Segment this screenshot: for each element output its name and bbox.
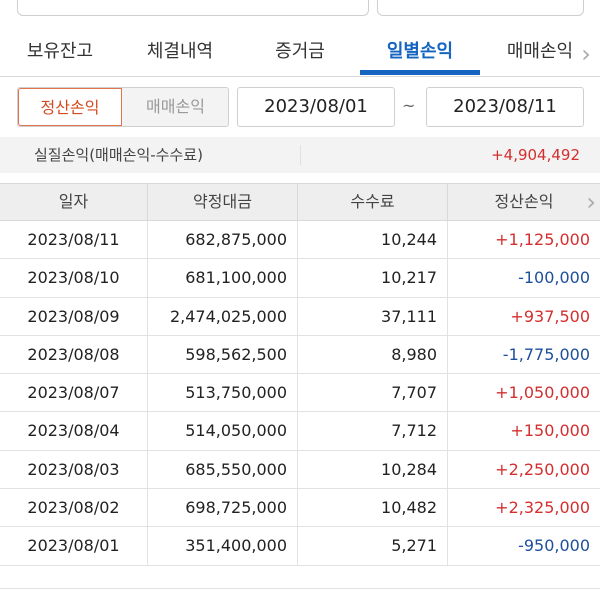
table-row[interactable]: 2023/08/10 681,100,000 10,217 -100,000 [0,259,600,298]
cell-fee: 7,707 [298,374,448,412]
cell-settlement-pnl: -100,000 [518,268,590,288]
trading-pnl-button[interactable]: 매매손익 [123,88,228,126]
cell-contract-amount: 514,050,000 [148,412,298,450]
cell-date: 2023/08/02 [0,489,148,527]
cell-date: 2023/08/03 [0,450,148,489]
cell-settlement-pnl: +1,050,000 [495,383,590,403]
cell-settlement-pnl: -1,775,000 [502,344,590,364]
table-header: 일자 약정대금 수수료 정산손익 › [0,183,600,221]
cell-fee: 10,217 [298,259,448,297]
cell-contract-amount: 685,550,000 [148,450,298,489]
date-from-field[interactable]: 2023/08/01 [237,87,395,127]
top-right-field[interactable] [377,0,584,16]
summary-bar: 실질손익(매매손익-수수료) +4,904,492 [0,137,600,173]
net-pnl-value: +4,904,492 [491,146,580,164]
pnl-type-toggle: 정산손익 매매손익 [17,87,229,127]
tab-holdings[interactable]: 보유잔고 [26,41,94,62]
tab-trading-pnl[interactable]: 매매손익 [506,41,574,62]
top-left-field[interactable] [17,0,369,16]
cell-settlement-pnl: +2,250,000 [495,459,590,479]
cell-settlement-pnl: +150,000 [510,421,590,441]
cell-contract-amount: 2,474,025,000 [148,297,298,335]
date-to-field[interactable]: 2023/08/11 [426,87,584,127]
tab-daily-pnl[interactable]: 일별손익 [386,41,454,62]
cell-date: 2023/08/10 [0,259,148,297]
tab-bar: 보유잔고 체결내역 증거금 일별손익 매매손익 [0,28,600,77]
cell-settlement-pnl: +1,125,000 [495,230,590,249]
chevron-right-icon[interactable]: › [586,188,596,216]
divider [0,588,600,589]
cell-contract-amount: 681,100,000 [148,259,298,297]
settlement-pnl-button[interactable]: 정산손익 [18,88,122,126]
header-date: 일자 [0,184,148,220]
header-contract-amount: 약정대금 [148,184,298,220]
date-range-separator: ~ [402,96,416,115]
cell-settlement-pnl: +937,500 [510,306,590,326]
header-settlement-pnl: 정산손익 [494,192,554,211]
cell-contract-amount: 598,562,500 [148,335,298,374]
cell-settlement-pnl: -950,000 [518,536,590,556]
table-row[interactable]: 2023/08/09 2,474,025,000 37,111 +937,500 [0,297,600,336]
cell-fee: 10,244 [298,221,448,259]
table-row[interactable]: 2023/08/02 698,725,000 10,482 +2,325,000 [0,489,600,528]
tab-margin[interactable]: 증거금 [275,41,325,62]
cell-contract-amount: 351,400,000 [148,527,298,565]
cell-date: 2023/08/07 [0,374,148,412]
cell-date: 2023/08/08 [0,335,148,374]
active-tab-indicator [360,70,480,75]
daily-pnl-table: 일자 약정대금 수수료 정산손익 › 2023/08/11 682,875,000… [0,183,600,566]
table-row[interactable]: 2023/08/08 598,562,500 8,980 -1,775,000 [0,335,600,375]
cell-settlement-pnl: +2,325,000 [495,498,590,518]
table-row[interactable]: 2023/08/03 685,550,000 10,284 +2,250,000 [0,450,600,490]
cell-date: 2023/08/01 [0,527,148,565]
table-row[interactable]: 2023/08/07 513,750,000 7,707 +1,050,000 [0,374,600,413]
table-row[interactable]: 2023/08/11 682,875,000 10,244 +1,125,000 [0,221,600,260]
header-fee: 수수료 [298,184,448,220]
cell-date: 2023/08/09 [0,297,148,335]
table-row[interactable]: 2023/08/01 351,400,000 5,271 -950,000 [0,527,600,566]
cell-contract-amount: 698,725,000 [148,489,298,527]
tab-executions[interactable]: 체결내역 [146,41,214,62]
table-row[interactable]: 2023/08/04 514,050,000 7,712 +150,000 [0,412,600,451]
cell-fee: 7,712 [298,412,448,450]
cell-contract-amount: 682,875,000 [148,221,298,259]
cell-date: 2023/08/11 [0,221,148,259]
summary-divider [300,145,301,165]
net-pnl-label: 실질손익(매매손익-수수료) [34,146,203,164]
chevron-right-icon[interactable]: › [581,40,591,68]
cell-fee: 10,284 [298,450,448,489]
cell-date: 2023/08/04 [0,412,148,450]
cell-fee: 37,111 [298,297,448,335]
cell-fee: 10,482 [298,489,448,527]
cell-fee: 5,271 [298,527,448,565]
cell-fee: 8,980 [298,335,448,374]
cell-contract-amount: 513,750,000 [148,374,298,412]
